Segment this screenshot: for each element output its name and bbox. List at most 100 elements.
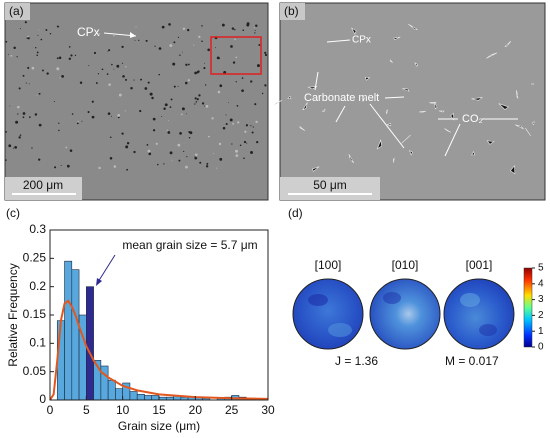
speck [108,49,111,52]
speck [194,153,198,157]
pore [444,128,451,133]
pore [471,150,476,156]
speck [198,94,201,97]
speck [186,156,188,158]
speck [211,117,214,120]
speck [181,107,185,111]
x-tick-label: 15 [152,403,166,417]
speck [91,115,95,119]
speck [46,72,49,75]
pole-figures: (d) [100] [010] [001] J = 1.36 M = 0.017… [288,206,544,368]
bar [56,320,65,401]
speck [70,54,73,57]
speck [206,162,209,165]
bar [64,260,73,401]
speck [147,149,151,153]
speck [250,125,252,127]
pore [401,134,411,144]
speck [179,54,181,56]
speck [58,122,60,124]
speck [182,27,186,31]
speck [144,87,148,90]
speck [184,81,188,85]
speck [107,112,111,115]
speck [98,166,101,170]
speck [157,163,159,166]
speck [95,82,98,84]
speck [130,87,133,90]
blob [479,324,497,336]
speck [79,81,83,85]
pore [498,103,510,110]
speck [197,70,200,73]
speck [254,32,256,34]
speck [194,97,197,100]
speck [91,100,94,103]
speck [68,46,71,48]
speck [15,120,19,124]
speck [199,161,202,164]
speck [198,35,201,38]
annotation: CPx [77,25,100,39]
pore [515,124,524,130]
speck [225,114,227,116]
pole-title: [100] [315,258,342,272]
speck [28,83,30,85]
j-index: J = 1.36 [335,354,378,368]
speck [118,93,122,97]
speck [60,164,62,166]
pore [307,86,318,90]
arrow [326,39,351,43]
pore [429,102,437,104]
speck [35,47,37,49]
speck [124,110,126,112]
pore [385,109,388,115]
speck [117,114,121,117]
speck [16,56,18,58]
speck [169,151,173,155]
bar [100,365,109,401]
speck [154,45,156,47]
speck [235,149,238,153]
speck [58,129,60,132]
bar [115,388,123,401]
arrow [335,105,346,123]
image-frame [4,2,269,201]
speck [182,51,183,53]
speck [219,157,223,161]
speck [158,73,160,76]
speck [201,102,205,105]
speck [87,111,90,114]
speck [113,35,115,37]
m-index: M = 0.017 [445,354,499,368]
speck [186,113,187,115]
x-axis-label: Grain size (μm) [118,419,200,433]
speck [173,85,176,88]
speck [246,142,248,144]
speck [26,37,28,39]
speck [188,130,191,134]
annotation: CO₂ [462,113,483,125]
pore [419,110,427,113]
pore [393,36,401,41]
speck [134,39,136,41]
speck [212,153,214,155]
speck [169,106,172,109]
pole-figure [369,278,441,350]
label-box [280,3,305,20]
pore [486,140,495,145]
scale-label: 200 μm [23,178,63,192]
speck [116,64,120,68]
speck [222,126,226,130]
speck [121,45,124,49]
speck [53,100,55,102]
pore [389,59,393,63]
panel-label: (c) [6,206,20,220]
speck [22,112,26,115]
speck [204,84,207,86]
speck [9,105,11,107]
speck [255,24,258,28]
y-tick-label: 0.05 [23,364,47,378]
colorbar-tick-label: 1 [538,326,544,337]
speck [194,156,196,158]
